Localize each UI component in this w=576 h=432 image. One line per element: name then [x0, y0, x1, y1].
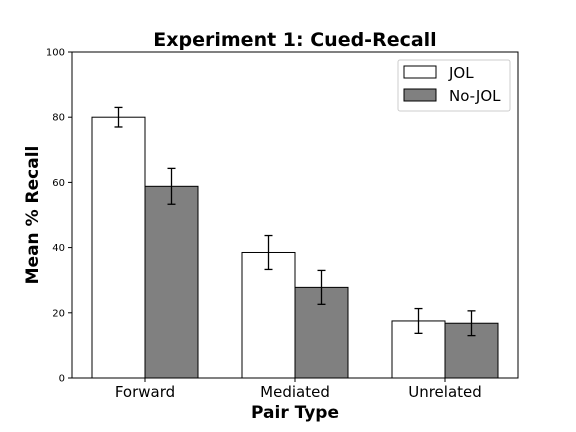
- legend-label-jol: JOL: [448, 64, 474, 82]
- bar-jol-mediated: [241, 251, 296, 379]
- x-tick-label-unrelated: Unrelated: [408, 383, 482, 401]
- y-tick-label-80: 80: [52, 113, 65, 124]
- x-tick-label-mediated: Mediated: [260, 383, 330, 401]
- bar-jol-forward: [91, 116, 146, 379]
- legend: JOL No-JOL: [397, 59, 511, 112]
- y-tick-label-100: 100: [46, 48, 65, 59]
- legend-swatch-jol: [403, 65, 437, 79]
- legend-label-no-jol: No-JOL: [449, 87, 501, 105]
- legend-swatch-no-jol: [403, 88, 437, 102]
- y-tick-label-20: 20: [52, 308, 65, 319]
- x-tick-label-forward: Forward: [115, 383, 175, 401]
- y-tick-label-0: 0: [59, 374, 65, 385]
- y-axis-title: Mean % Recall: [23, 146, 43, 285]
- chart-title: Experiment 1: Cued-Recall: [153, 29, 436, 51]
- bar-no-jol-forward: [144, 185, 199, 379]
- x-axis: Forward Mediated Unrelated: [115, 378, 482, 401]
- x-axis-title: Pair Type: [251, 403, 339, 423]
- bars-layer: [91, 106, 499, 379]
- y-tick-label-40: 40: [52, 243, 65, 254]
- y-tick-label-60: 60: [52, 178, 65, 189]
- y-axis: 0 20 40 60 80 100: [46, 48, 72, 385]
